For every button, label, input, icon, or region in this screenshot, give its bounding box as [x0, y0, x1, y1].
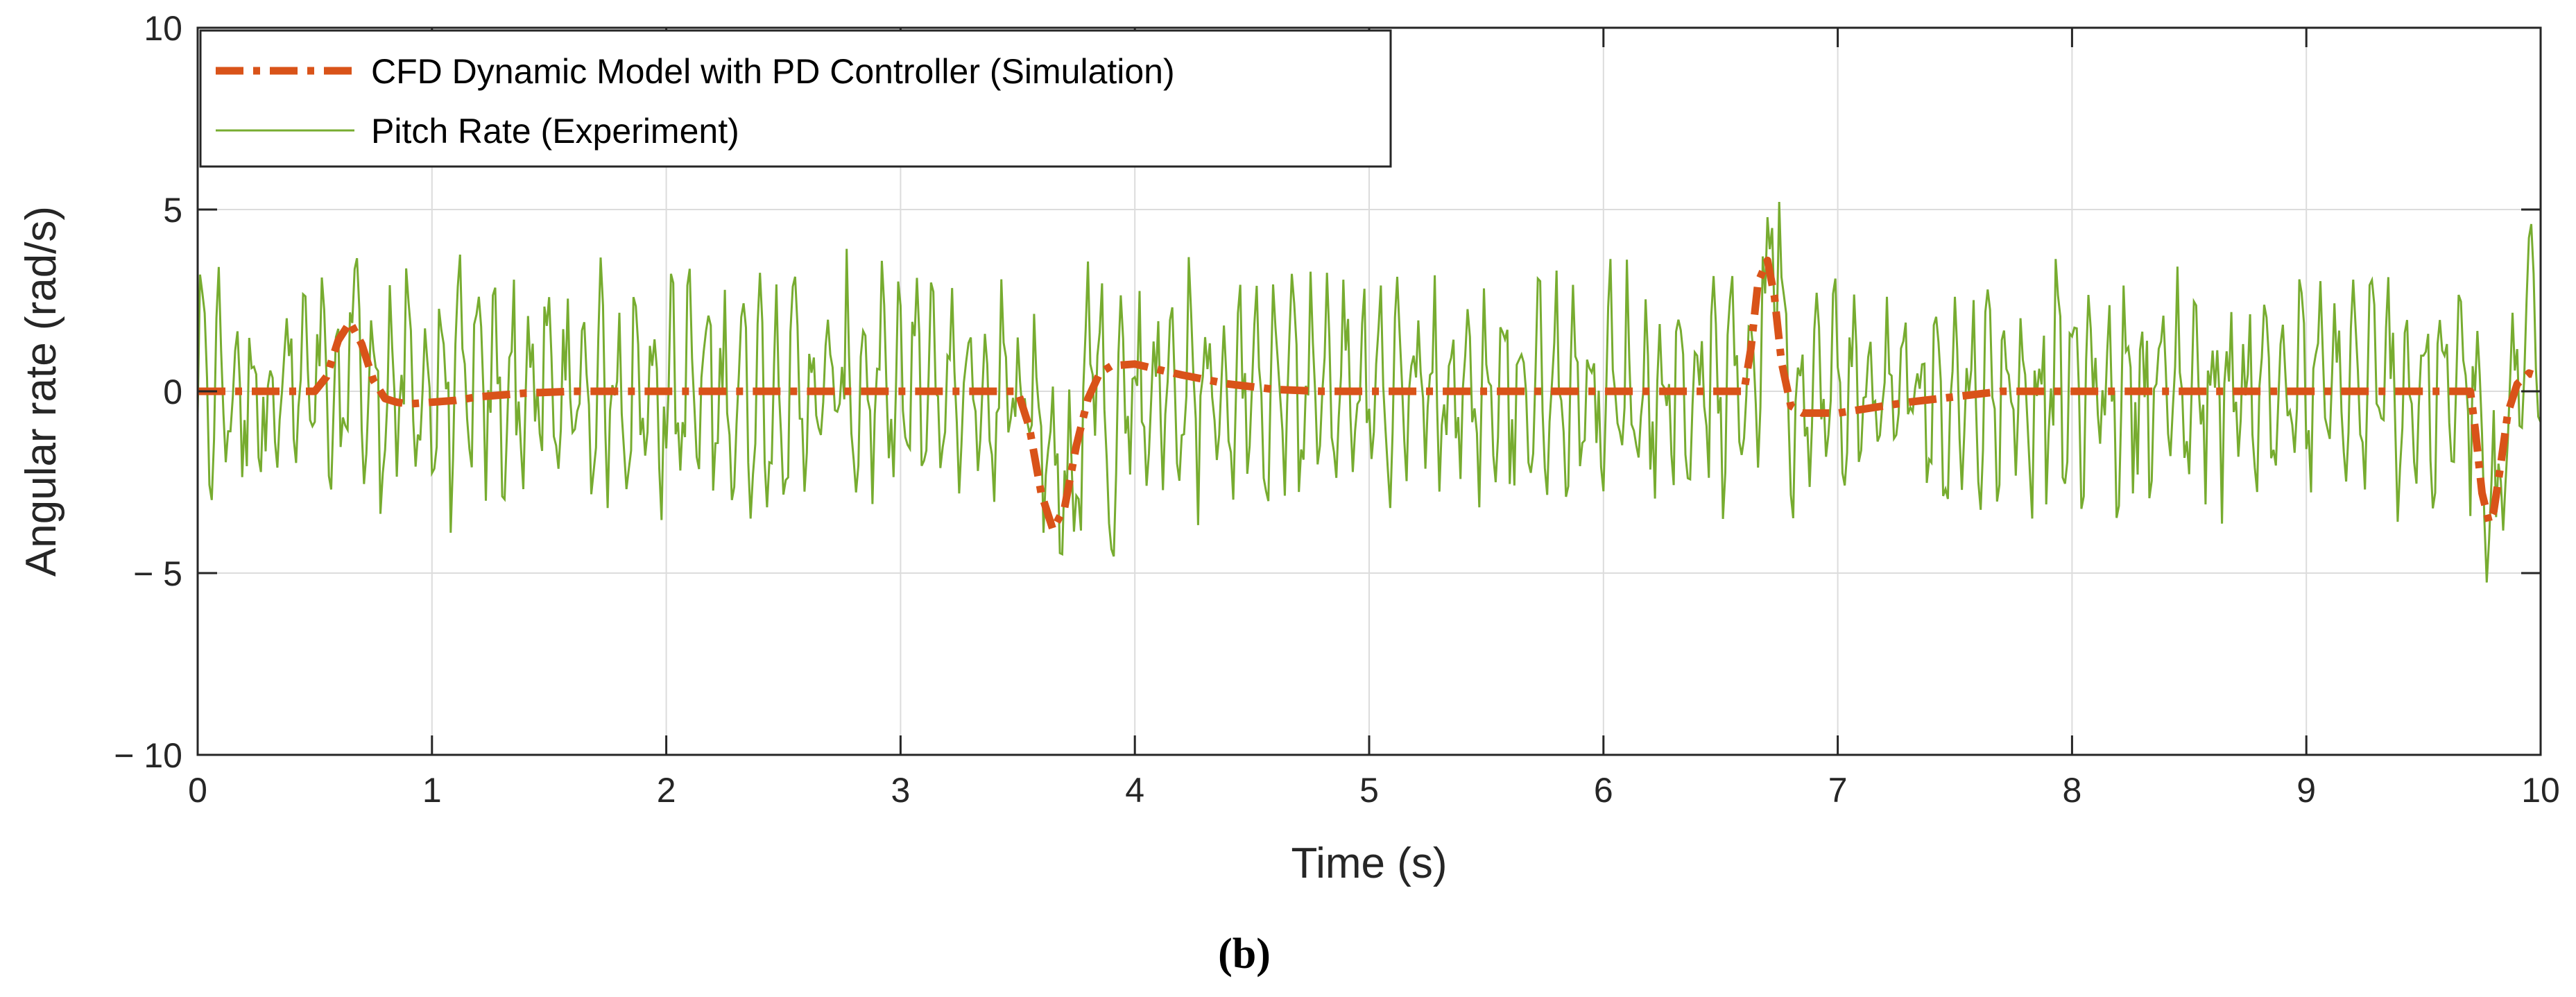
legend: CFD Dynamic Model with PD Controller (Si…	[199, 29, 1392, 168]
y-tick-label: 5	[163, 191, 182, 230]
x-tick-label: 0	[188, 771, 207, 810]
legend-label-experiment: Pitch Rate (Experiment)	[371, 112, 739, 151]
y-axis-title: Angular rate (rad/s)	[17, 206, 65, 577]
figure-caption: (b)	[1218, 930, 1271, 978]
y-tick-label: 0	[163, 373, 182, 411]
legend-label-simulation: CFD Dynamic Model with PD Controller (Si…	[371, 52, 1175, 91]
y-tick-label: 10	[144, 9, 182, 48]
series-line-pitch-rate-experiment	[198, 201, 2541, 583]
x-tick-label: 1	[422, 771, 442, 810]
series-line-cfd-simulation	[198, 256, 2541, 534]
x-tick-label: 2	[657, 771, 676, 810]
x-tick-label: 10	[2521, 771, 2560, 810]
x-tick-label: 5	[1359, 771, 1379, 810]
legend-box	[199, 29, 1392, 168]
x-tick-label: 8	[2062, 771, 2081, 810]
y-tick-label: − 10	[114, 736, 182, 775]
x-tick-label: 4	[1125, 771, 1144, 810]
x-tick-label: 7	[1828, 771, 1848, 810]
ticks: 0 1 2 3 4 5 6 7 8 9 10 − 10 − 5 0 5 10	[114, 9, 2560, 810]
x-tick-label: 3	[891, 771, 910, 810]
x-tick-label: 6	[1594, 771, 1613, 810]
series-layer	[198, 201, 2541, 583]
x-axis-title: Time (s)	[1291, 840, 1448, 887]
x-tick-label: 9	[2296, 771, 2316, 810]
y-tick-label: − 5	[133, 554, 182, 593]
